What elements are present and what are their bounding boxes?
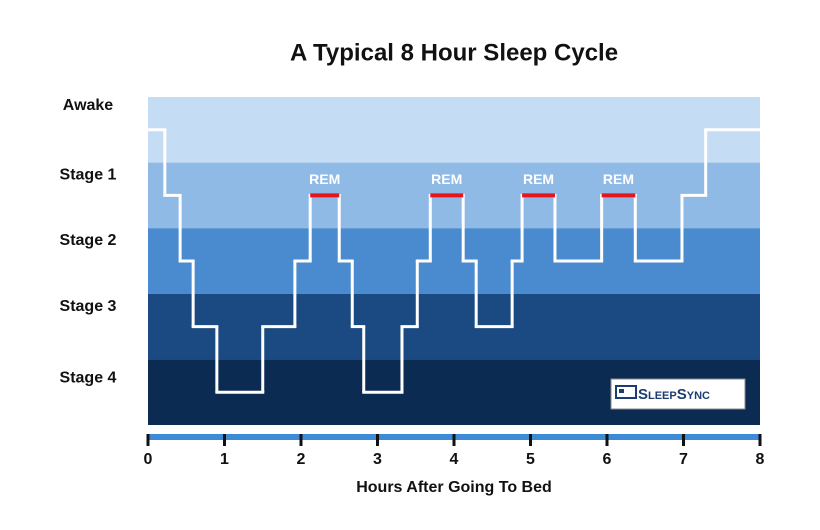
chart-title: A Typical 8 Hour Sleep Cycle — [290, 39, 618, 66]
rem-label: REM — [603, 171, 634, 187]
x-tick-label: 5 — [526, 451, 535, 468]
logo-box — [610, 378, 746, 410]
x-tick-label: 1 — [220, 451, 229, 468]
x-tick-label: 4 — [450, 451, 459, 468]
y-tick-label: Stage 3 — [60, 298, 117, 315]
stage-band — [148, 293, 760, 360]
logo: SleepSync — [610, 378, 746, 410]
x-tick-label: 2 — [297, 451, 306, 468]
rem-label: REM — [523, 171, 554, 187]
x-axis-label: Hours After Going To Bed — [356, 479, 552, 496]
y-tick-label: Stage 1 — [60, 167, 117, 184]
y-tick-label: Stage 2 — [60, 232, 117, 249]
x-tick-label: 3 — [373, 451, 382, 468]
x-tick-label: 0 — [144, 451, 153, 468]
logo-text: SleepSync — [638, 386, 710, 403]
x-tick-label: 6 — [603, 451, 612, 468]
logo-pillow — [619, 389, 624, 393]
x-tick-label: 7 — [679, 451, 688, 468]
y-tick-label: Awake — [63, 97, 114, 114]
rem-label: REM — [309, 171, 340, 187]
y-tick-label: Stage 4 — [60, 369, 117, 386]
rem-label: REM — [431, 171, 462, 187]
stage-band — [148, 97, 760, 163]
x-tick-label: 8 — [756, 451, 765, 468]
logo-bed — [615, 385, 637, 399]
